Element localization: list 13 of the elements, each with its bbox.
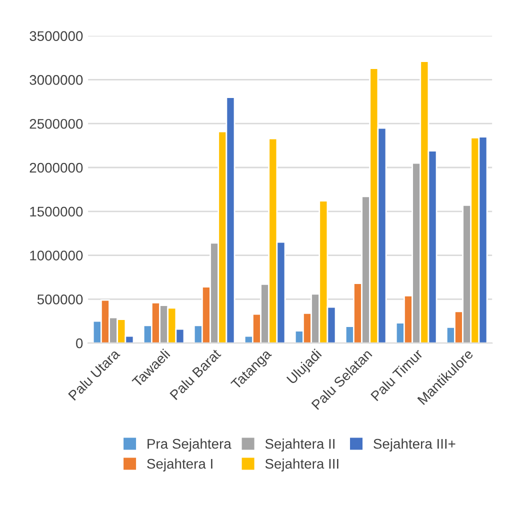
legend-label: Sejahtera III+ [374,438,456,452]
y-tick-label: 500000 [37,294,83,304]
y-tick-label: 0 [76,338,83,348]
legend-label: Sejahtera I [147,458,212,472]
y-tick-label: 3000000 [30,75,83,85]
legend-label: Pra Sejahtera [148,438,232,452]
y-tick-label: 2500000 [30,118,83,129]
y-tick-label: 1000000 [30,250,83,260]
legend-label: Sejahtera III [265,458,338,472]
legend-label: Sejahtera II [265,438,334,452]
y-tick-label: 1500000 [30,206,83,217]
y-tick-label: 2000000 [30,162,83,173]
y-tick-label: 3500000 [30,31,83,42]
